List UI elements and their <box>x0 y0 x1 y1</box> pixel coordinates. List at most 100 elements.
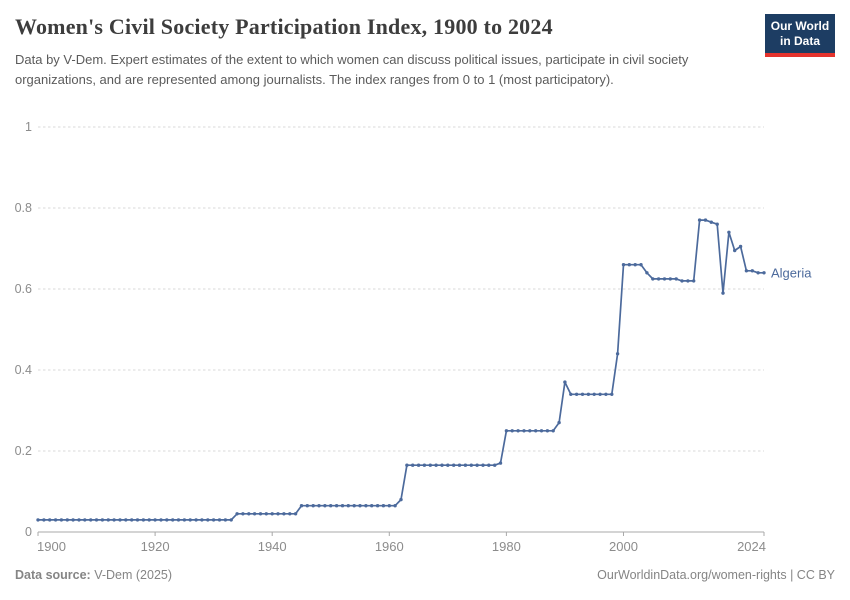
data-point <box>258 512 263 516</box>
data-point <box>516 429 520 433</box>
data-point <box>738 244 743 249</box>
data-point <box>340 504 345 508</box>
data-point <box>100 518 105 522</box>
data-point <box>428 463 432 467</box>
data-point <box>358 504 362 508</box>
data-point <box>475 463 479 467</box>
data-point <box>252 512 257 516</box>
data-point <box>692 279 696 283</box>
data-point <box>83 518 87 522</box>
data-point <box>610 392 614 396</box>
x-tick-label: 2000 <box>609 539 638 554</box>
chart-footer: Data source: V-Dem (2025) OurWorldinData… <box>15 568 835 582</box>
y-tick-label: 1 <box>25 120 32 134</box>
data-point <box>703 218 708 222</box>
data-point <box>370 504 374 508</box>
data-point <box>393 504 397 508</box>
data-point <box>153 518 157 522</box>
x-tick-label: 1940 <box>258 539 287 554</box>
data-point <box>270 512 274 516</box>
data-point <box>522 429 526 433</box>
data-point <box>452 463 456 467</box>
data-point <box>592 392 596 396</box>
data-point <box>71 518 75 522</box>
data-point <box>124 518 128 522</box>
data-point <box>247 512 251 516</box>
y-tick-label: 0.8 <box>15 201 32 215</box>
owid-logo-line2: in Data <box>779 34 820 48</box>
data-point <box>323 504 327 508</box>
data-point <box>662 277 667 281</box>
y-tick-label: 0.4 <box>15 363 32 377</box>
data-point <box>381 504 386 508</box>
data-point <box>528 429 532 433</box>
data-point <box>293 512 298 516</box>
data-point <box>411 463 415 467</box>
data-point <box>645 271 649 275</box>
data-point <box>159 518 163 522</box>
data-point <box>615 352 620 356</box>
data-point <box>182 518 187 522</box>
line-chart-canvas: 0 0.2 0.4 0.6 0.8 1 1900 1920 1940 1960 1980 2000 20… <box>15 120 813 554</box>
data-point <box>147 518 151 522</box>
data-point <box>334 504 339 508</box>
data-point <box>135 518 140 522</box>
data-point <box>446 463 450 467</box>
y-tick-label: 0.2 <box>15 444 32 458</box>
data-point <box>235 512 239 516</box>
data-point <box>282 512 286 516</box>
data-point <box>65 518 70 522</box>
data-point <box>457 463 462 467</box>
data-point <box>656 277 661 281</box>
data-point <box>89 518 93 522</box>
data-point <box>42 518 46 522</box>
data-point <box>405 463 409 467</box>
owid-url-license-link[interactable]: OurWorldinData.org/women-rights | CC BY <box>597 568 835 582</box>
data-point <box>241 512 245 516</box>
data-point <box>627 263 631 267</box>
data-point <box>557 420 561 425</box>
data-point <box>504 429 509 433</box>
data-point <box>539 429 544 433</box>
data-point <box>112 518 116 522</box>
data-point <box>744 269 749 273</box>
x-tick-label: 2024 <box>737 539 766 554</box>
data-source-label: Data source: <box>15 568 91 582</box>
data-point <box>352 504 356 508</box>
data-point <box>469 463 473 467</box>
y-tick-label: 0.6 <box>15 282 32 296</box>
data-point <box>493 463 497 467</box>
data-point <box>668 277 672 281</box>
data-point <box>176 518 181 522</box>
data-point <box>756 271 760 275</box>
owid-logo[interactable]: Our World in Data <box>765 14 835 57</box>
data-point <box>206 518 210 522</box>
data-point <box>288 512 292 516</box>
data-point <box>375 504 380 508</box>
data-point <box>223 518 228 522</box>
data-point <box>715 222 719 226</box>
data-point <box>94 518 99 522</box>
data-point <box>487 463 491 467</box>
data-point <box>346 504 350 508</box>
data-point <box>481 463 485 467</box>
data-point <box>551 429 555 433</box>
data-point <box>680 279 684 283</box>
data-point <box>534 429 538 433</box>
data-point <box>463 463 468 467</box>
data-point <box>569 392 573 396</box>
data-point <box>574 392 579 396</box>
data-point <box>709 220 713 224</box>
data-point <box>141 518 146 522</box>
data-point <box>639 263 643 267</box>
data-point <box>651 277 655 281</box>
data-point <box>48 518 52 522</box>
data-point <box>364 504 368 508</box>
data-point <box>598 392 602 396</box>
data-point <box>77 518 81 522</box>
data-point <box>416 463 421 467</box>
data-point <box>59 518 64 522</box>
data-point <box>586 392 591 396</box>
data-point <box>440 463 444 467</box>
